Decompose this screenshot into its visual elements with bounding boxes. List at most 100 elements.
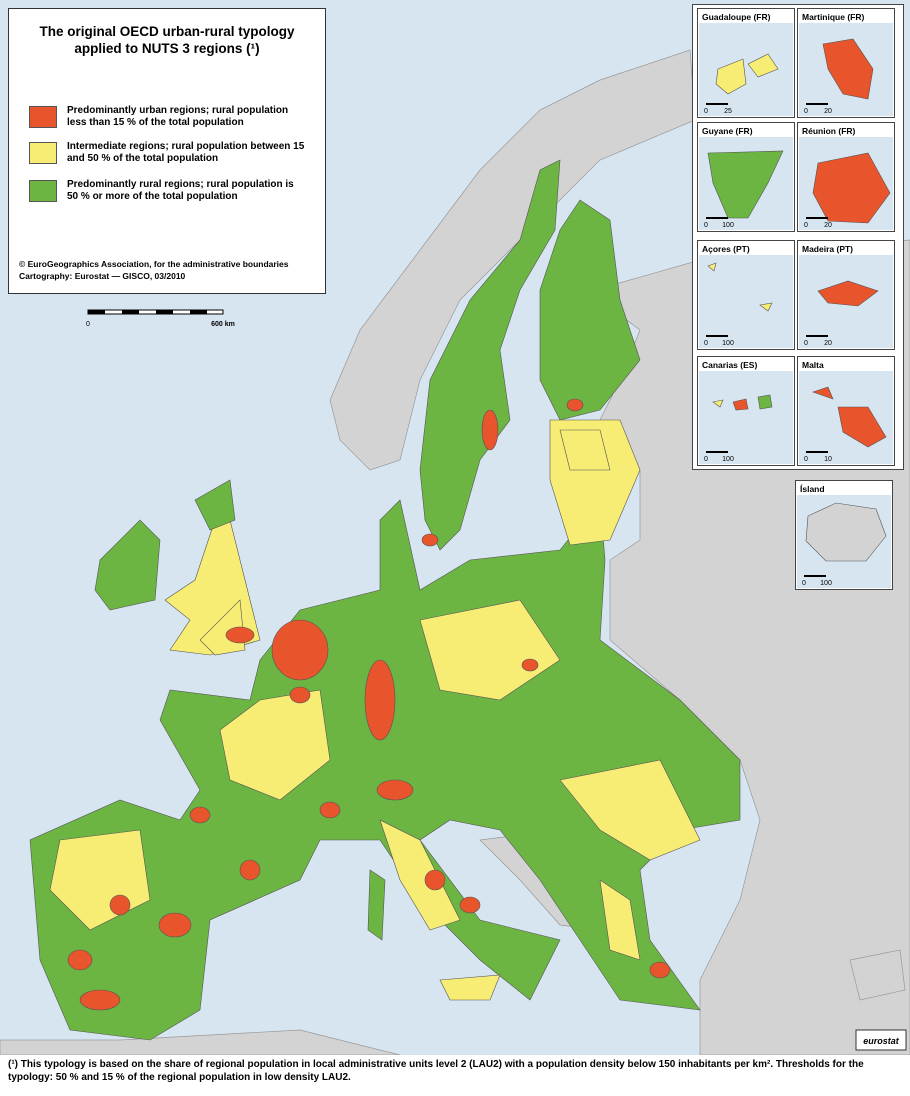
inset-map: 0 20: [799, 255, 893, 348]
inset-region: [805, 502, 887, 562]
urban-region: [364, 659, 396, 741]
nuts-region: [439, 974, 501, 1001]
inset: 0 25 Guadaloupe (FR): [697, 8, 795, 118]
inset: 0 100 Açores (PT): [697, 240, 795, 350]
inset-scale-start: 0: [804, 456, 808, 463]
inset-map: 0 20: [799, 23, 893, 116]
urban-region: [649, 961, 671, 979]
inset-map: 0 20: [799, 137, 893, 230]
legend-label: Predominantly urban regions; rural popul…: [67, 105, 289, 128]
inset-label: Madeira (PT): [802, 244, 854, 254]
inset-map: 0 100: [699, 137, 793, 230]
inset-scale-end: 100: [722, 456, 734, 463]
inset-scale-bar: [804, 575, 826, 577]
inset-label: Ísland: [800, 484, 825, 494]
scale-bar: 0 600 km: [86, 309, 235, 328]
legend-label: Predominantly rural regions; rural popul…: [67, 179, 294, 202]
inset-map: 0 100: [797, 495, 891, 588]
inset-scale-end: 100: [722, 340, 734, 347]
inset-region: [747, 53, 779, 78]
inset-scale-start: 0: [804, 340, 808, 347]
urban-region: [67, 949, 93, 971]
nuts-region: [367, 869, 386, 941]
legend-credit: Cartography: Eurostat — GISCO, 03/2010: [19, 271, 186, 281]
urban-region: [271, 619, 329, 681]
inset-scale-bar: [806, 335, 828, 337]
inset-scale-start: 0: [802, 580, 806, 587]
nuts-region: [379, 819, 461, 931]
footnote: (¹) This typology is based on the share …: [8, 1059, 864, 1083]
urban-region: [289, 686, 311, 704]
inset-region: [707, 150, 784, 219]
urban-region: [79, 989, 121, 1011]
legend-swatch: [29, 106, 57, 128]
inset-region: [817, 280, 879, 307]
non-eu-land: [849, 949, 906, 1001]
urban-region: [239, 859, 261, 881]
nuts-region: [559, 429, 611, 471]
urban-region: [566, 398, 584, 412]
inset-sea: [699, 371, 793, 464]
scale-bar-segment: [190, 310, 207, 314]
urban-region: [481, 409, 499, 451]
inset-scale-end: 20: [824, 340, 832, 347]
inset-label: Malta: [802, 360, 824, 370]
inset-scale-start: 0: [804, 222, 808, 229]
urban-region: [376, 779, 414, 801]
legend-credit: © EuroGeographics Association, for the a…: [19, 259, 289, 269]
inset-sea: [699, 23, 793, 116]
inset-scale-end: 100: [820, 580, 832, 587]
urban-region: [424, 869, 446, 891]
nuts-region: [419, 599, 561, 701]
urban-region: [521, 658, 539, 672]
inset: 0 100 Ísland: [795, 480, 893, 590]
legend-swatch: [29, 180, 57, 202]
legend-label: Intermediate regions; rural population b…: [67, 141, 305, 164]
inset-region: [822, 38, 874, 100]
scale-bar-end: 600 km: [211, 321, 235, 328]
logo-box: [855, 1029, 907, 1051]
inset-scale-end: 20: [824, 222, 832, 229]
inset: 0 10 Malta: [797, 356, 895, 466]
legend-title: The original OECD urban-rural typology a…: [39, 24, 295, 56]
inset-map: 0 100: [699, 255, 793, 348]
scale-bar-segment: [88, 310, 105, 314]
inset-scale-bar: [706, 451, 728, 453]
urban-region: [319, 801, 341, 819]
inset-scale-bar: [806, 103, 828, 105]
legend-swatch: [29, 142, 57, 164]
inset: 0 20 Martinique (FR): [797, 8, 895, 118]
inset: 0 20 Madeira (PT): [797, 240, 895, 350]
non-eu-land: [329, 49, 696, 471]
inset-region: [812, 152, 891, 224]
inset-map: 0 25: [699, 23, 793, 116]
inset-label: Guadaloupe (FR): [702, 12, 771, 22]
nuts-region: [219, 689, 331, 801]
inset-scale-bar: [806, 217, 828, 219]
inset-region: [707, 262, 717, 272]
inset-region: [837, 406, 887, 448]
inset-scale-end: 10: [824, 456, 832, 463]
inset-region: [759, 302, 773, 312]
inset-scale-bar: [706, 335, 728, 337]
inset-scale-start: 0: [704, 340, 708, 347]
scale-bar-segment: [156, 310, 173, 314]
urban-region: [421, 533, 439, 547]
non-eu-land: [0, 1029, 401, 1055]
inset-scale-bar: [706, 103, 728, 105]
inset-label: Martinique (FR): [802, 12, 865, 22]
logo: eurostat: [863, 1036, 900, 1046]
inset-label: Canarias (ES): [702, 360, 758, 370]
inset: 0 20 Réunion (FR): [797, 122, 895, 232]
urban-region: [225, 626, 255, 644]
urban-region: [158, 912, 192, 938]
urban-region: [189, 806, 211, 824]
inset-scale-end: 25: [724, 108, 732, 115]
inset-scale-end: 100: [722, 222, 734, 229]
nuts-region: [539, 199, 641, 421]
inset-scale-start: 0: [704, 456, 708, 463]
legend: The original OECD urban-rural typology a…: [8, 8, 326, 294]
inset: 0 100 Guyane (FR): [697, 122, 795, 232]
inset-sea: [699, 255, 793, 348]
inset-map: 0 100: [699, 371, 793, 464]
